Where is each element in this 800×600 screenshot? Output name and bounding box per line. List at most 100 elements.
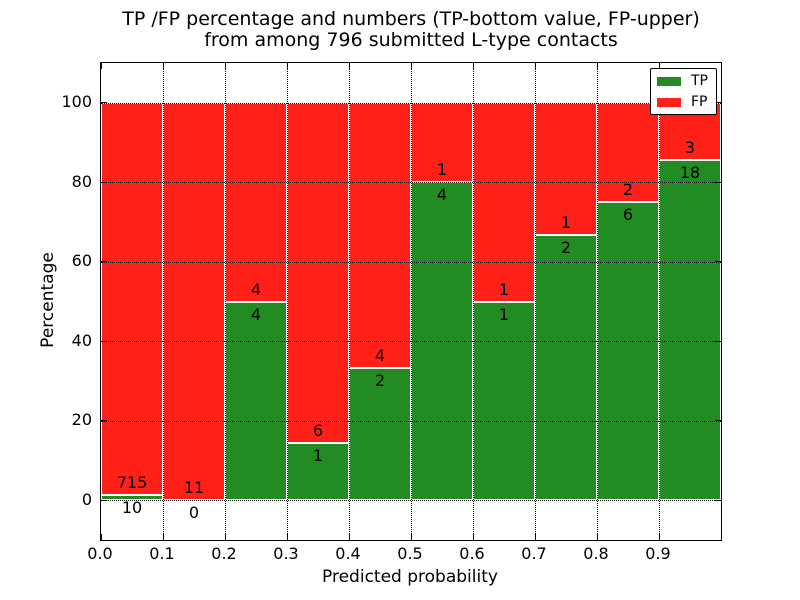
gridline-horizontal [101,182,721,184]
legend-item-fp: FP [657,95,708,109]
x-tick-mark [162,63,164,69]
y-tick-mark [101,102,107,104]
y-tick-mark [715,499,721,501]
x-tick-mark [224,534,226,540]
tp-count-label: 4 [250,304,262,324]
gridline-horizontal [101,420,721,422]
fp-count-label: 1 [498,279,510,299]
x-tick-mark [162,534,164,540]
y-tick-mark [101,340,107,342]
fp-count-label: 11 [183,478,205,498]
bar-segment-fp [101,102,163,495]
x-tick-mark [658,63,660,69]
gridline-horizontal [101,341,721,343]
tp-count-label: 2 [560,238,572,258]
gridline-vertical [224,63,226,540]
fp-swatch-icon [657,97,681,107]
x-tick-mark [410,63,412,69]
fp-count-label: 4 [374,345,386,365]
x-tick-mark [596,63,598,69]
x-tick-mark [286,534,288,540]
tp-count-label: 1 [498,304,510,324]
x-tick-label: 0.0 [87,544,113,563]
y-tick-mark [101,499,107,501]
y-tick-mark [715,261,721,263]
x-tick-label: 0.6 [459,544,485,563]
bar-segment-fp [225,102,287,302]
x-tick-label: 0.7 [521,544,547,563]
fp-count-label: 6 [312,421,324,441]
gridline-horizontal [101,261,721,263]
y-tick-label: 100 [61,92,92,112]
tp-count-label: 6 [622,205,634,225]
fp-count-label: 715 [116,472,148,492]
fp-count-label: 3 [684,137,696,157]
x-tick-label: 0.5 [397,544,423,563]
y-tick-label: 0 [81,489,92,509]
plot-area: TP FP 715 10 11 0 4 4 6 1 4 2 1 4 1 1 1 2 2 6 3 18 [100,62,722,541]
x-tick-label: 0.2 [211,544,237,563]
gridline-vertical [534,63,536,540]
x-tick-mark [410,534,412,540]
y-tick-mark [715,102,721,104]
x-tick-mark [100,534,102,540]
x-tick-label: 0.4 [335,544,361,563]
x-tick-mark [286,63,288,69]
y-tick-mark [715,340,721,342]
tp-count-label: 0 [188,503,200,523]
gridline-horizontal [101,102,721,104]
legend-label-tp: TP [691,73,708,89]
x-tick-mark [534,534,536,540]
bar-segment-tp [659,159,721,501]
bar-segment-tp [535,235,597,501]
x-tick-label: 0.1 [149,544,175,563]
x-tick-label: 0.8 [583,544,609,563]
y-tick-mark [715,181,721,183]
x-tick-mark [534,63,536,69]
tp-count-label: 10 [121,497,143,517]
bar-segment-tp [225,301,287,501]
tp-count-label: 4 [436,185,448,205]
x-tick-label: 0.9 [645,544,671,563]
x-tick-mark [224,63,226,69]
x-tick-mark [348,534,350,540]
x-tick-mark [596,534,598,540]
legend: TP FP [650,68,717,115]
tp-count-label: 2 [374,370,386,390]
legend-label-fp: FP [691,94,708,110]
x-axis-label: Predicted probability [322,567,498,587]
fp-count-label: 2 [622,180,634,200]
y-tick-label: 80 [71,171,92,191]
y-tick-label: 40 [71,330,92,350]
x-tick-mark [100,63,102,69]
bar-segment-fp [349,102,411,368]
gridline-vertical [658,63,660,540]
y-tick-mark [101,261,107,263]
fp-count-label: 1 [560,213,572,233]
fp-count-label: 1 [436,160,448,180]
tp-swatch-icon [657,76,681,86]
gridline-vertical [410,63,412,540]
chart-title: TP /FP percentage and numbers (TP-bottom… [100,9,722,51]
bar-segment-fp [473,102,535,302]
bar-segment-tp [597,202,659,501]
x-tick-mark [658,534,660,540]
y-tick-mark [101,420,107,422]
y-tick-mark [715,420,721,422]
gridline-vertical [596,63,598,540]
bar-segment-fp [535,102,597,236]
bar-segment-fp [287,102,349,444]
gridline-vertical [472,63,474,540]
bar-segment-tp [349,367,411,501]
tp-count-label: 1 [312,446,324,466]
x-tick-mark [472,534,474,540]
x-tick-mark [348,63,350,69]
x-tick-label: 0.3 [273,544,299,563]
chart-title-line2: from among 796 submitted L-type contacts [204,29,618,51]
bar-segment-fp [597,102,659,203]
chart-title-line1: TP /FP percentage and numbers (TP-bottom… [122,8,700,30]
y-tick-label: 20 [71,410,92,430]
y-tick-mark [101,181,107,183]
gridline-vertical [348,63,350,540]
